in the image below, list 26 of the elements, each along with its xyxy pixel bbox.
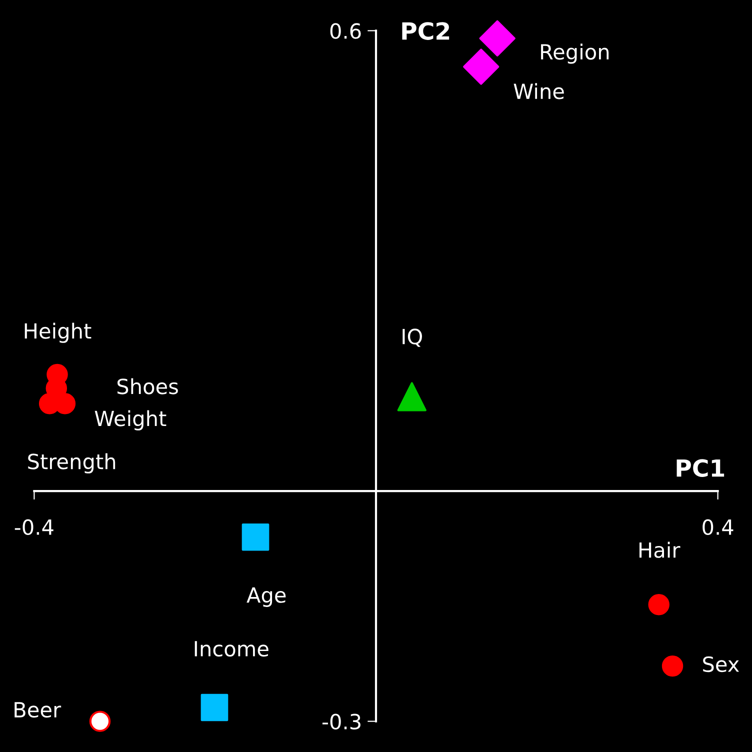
point bbox=[463, 48, 500, 85]
annotation: Hair bbox=[640, 542, 680, 558]
annotation: Height bbox=[24, 322, 92, 343]
point bbox=[479, 20, 516, 56]
annotation: Strength bbox=[28, 453, 116, 474]
point bbox=[242, 523, 270, 551]
point bbox=[200, 694, 228, 722]
annotation: Sex bbox=[703, 656, 740, 672]
y-tick-label: 0.6 bbox=[330, 23, 361, 39]
point bbox=[662, 655, 684, 677]
y-tick-label: -0.3 bbox=[322, 714, 360, 730]
point bbox=[89, 710, 111, 732]
annotation: IQ bbox=[402, 328, 422, 347]
x-axis-title: PC1 bbox=[676, 459, 724, 477]
y-axis-title: PC2 bbox=[402, 22, 450, 40]
annotation: Beer bbox=[14, 702, 62, 718]
annotation: Income bbox=[194, 641, 268, 657]
x-tick-label: -0.4 bbox=[14, 519, 54, 536]
x-tick-label: 0.4 bbox=[702, 519, 734, 536]
annotation: Age bbox=[246, 587, 286, 607]
annotation: Shoes bbox=[117, 378, 178, 394]
annotation: Wine bbox=[514, 83, 564, 100]
annotation: Weight bbox=[94, 410, 166, 430]
point bbox=[397, 382, 426, 412]
annotation: Region bbox=[541, 44, 609, 64]
point bbox=[648, 594, 670, 616]
